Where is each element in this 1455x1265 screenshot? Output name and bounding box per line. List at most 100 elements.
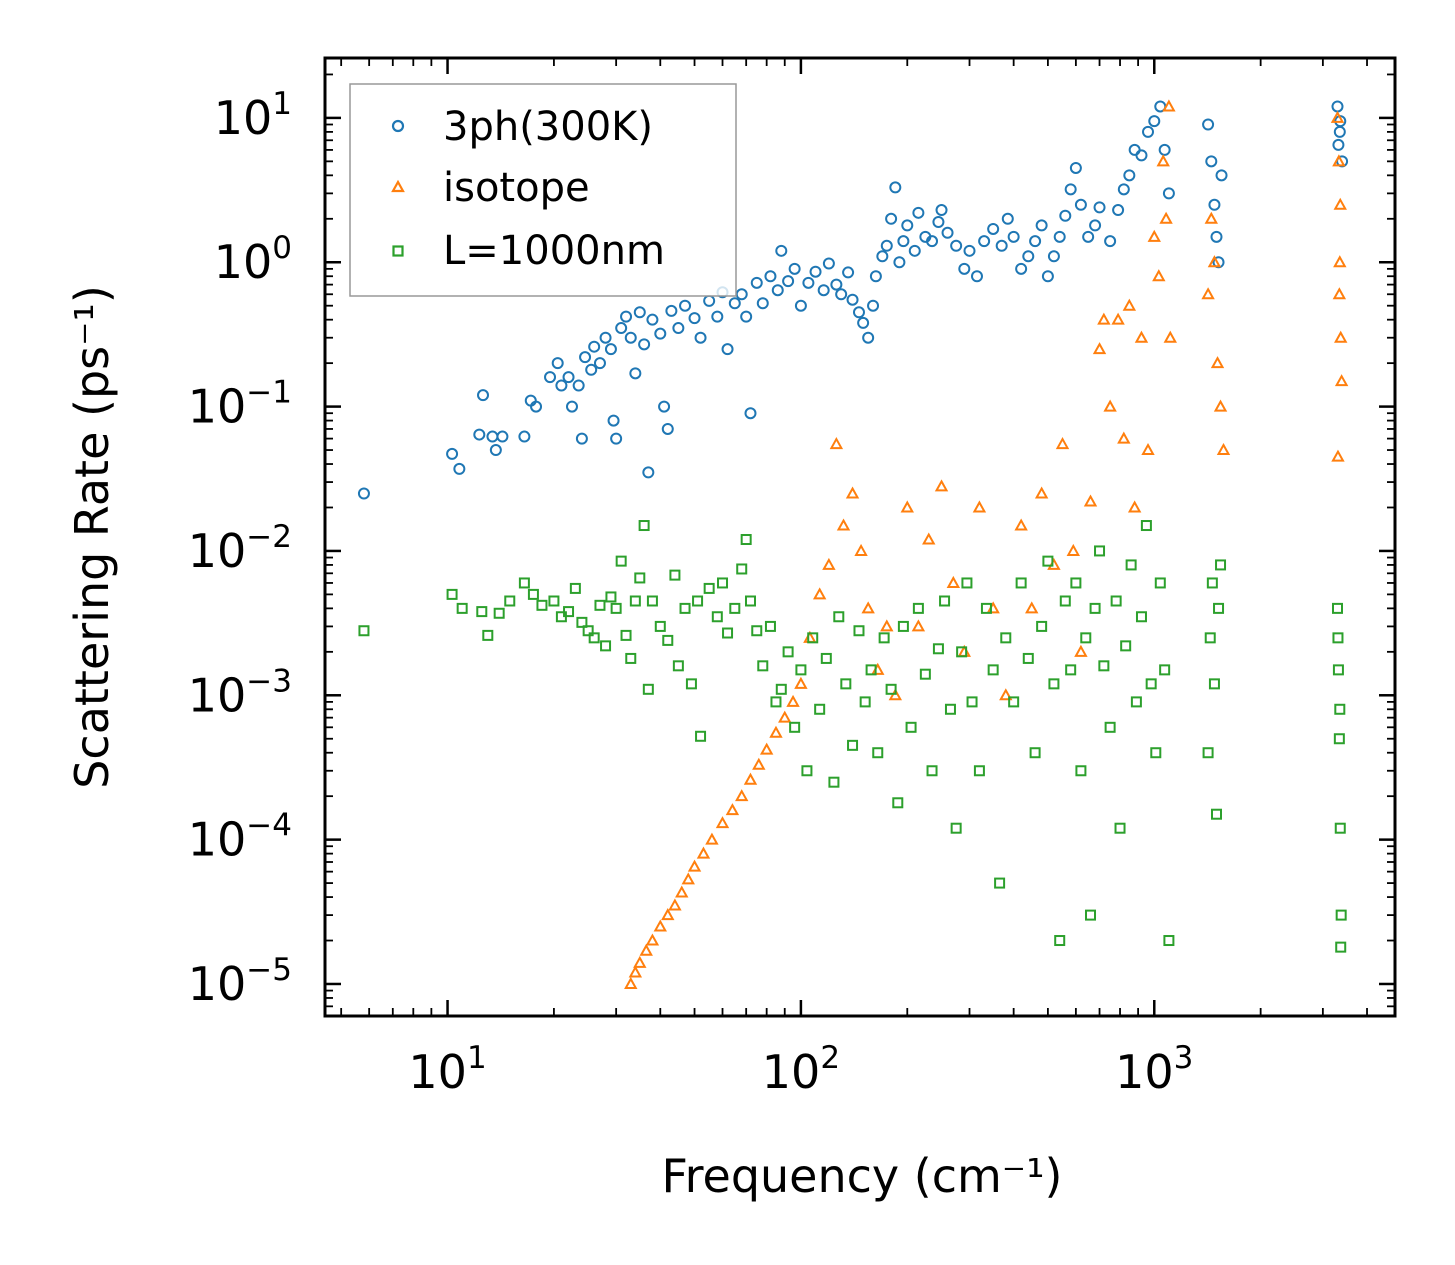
data-point [1112, 204, 1125, 217]
data-point [1053, 230, 1066, 243]
data-point [1022, 652, 1034, 664]
data-point [629, 595, 641, 607]
data-point [775, 244, 788, 257]
data-point [1332, 664, 1344, 676]
data-point [642, 683, 654, 695]
data-point [829, 437, 844, 450]
data-point [504, 595, 516, 607]
data-point [1029, 235, 1042, 248]
data-point [646, 313, 659, 326]
data-point [1334, 822, 1346, 834]
data-point [1103, 399, 1117, 412]
data-point [972, 500, 987, 513]
data-point [1162, 99, 1176, 112]
data-point [835, 288, 848, 301]
data-point [687, 859, 702, 872]
data-point [536, 599, 548, 611]
data-point [795, 664, 807, 676]
data-point [994, 877, 1006, 889]
data-point [1202, 747, 1214, 759]
data-point [1055, 437, 1070, 450]
data-point [1034, 486, 1049, 499]
legend-label-l1000: L=1000nm [443, 228, 665, 274]
data-point [893, 256, 906, 269]
data-point [610, 602, 622, 614]
data-point [1333, 255, 1347, 268]
data-point [740, 534, 752, 546]
y-tick-label: 10−3 [188, 663, 292, 722]
series-2 [358, 520, 1347, 953]
data-point [963, 244, 976, 257]
yaxis-label: Scattering Rate (ps⁻¹) [65, 285, 119, 789]
data-point [1201, 287, 1215, 300]
data-point [562, 371, 575, 384]
data-point [857, 316, 870, 329]
data-point [572, 379, 585, 392]
data-point [1065, 664, 1077, 676]
data-point [1035, 219, 1048, 232]
data-point [830, 278, 843, 291]
data-point [722, 627, 734, 639]
data-point [1215, 559, 1227, 571]
data-point [555, 379, 568, 392]
data-point [1066, 543, 1080, 556]
data-point [956, 646, 968, 658]
data-point [661, 422, 674, 435]
data-point [672, 660, 684, 672]
data-point [672, 322, 685, 335]
data-point [1127, 500, 1142, 513]
data-point [620, 629, 632, 641]
data-point [575, 432, 588, 445]
data-point [579, 351, 592, 364]
data-point [846, 293, 859, 306]
data-point [728, 297, 741, 310]
data-point [735, 288, 748, 301]
data-point [853, 625, 865, 637]
data-point [1094, 545, 1106, 557]
data-point [628, 965, 643, 978]
data-point [845, 486, 860, 499]
data-point [1147, 229, 1161, 242]
data-point [588, 632, 600, 644]
data-point [840, 678, 852, 690]
data-point [642, 466, 655, 479]
data-point [987, 222, 1000, 235]
data-point [764, 620, 776, 632]
data-point [1059, 209, 1072, 222]
data-point [703, 294, 716, 307]
data-point [1208, 198, 1221, 211]
data-point [453, 462, 466, 475]
data-point [1159, 211, 1173, 224]
data-point [624, 331, 637, 344]
data-point [607, 414, 620, 427]
data-point [679, 299, 692, 312]
data-point [1150, 747, 1162, 759]
data-point [358, 625, 370, 637]
data-point [1333, 125, 1346, 138]
data-point [743, 772, 758, 785]
data-point [820, 652, 832, 664]
data-point [1059, 595, 1071, 607]
data-point [604, 343, 617, 356]
y-tick-label: 10−5 [188, 952, 292, 1011]
data-point [911, 619, 926, 632]
legend-marker-3ph [391, 119, 405, 133]
data-point [1210, 808, 1222, 820]
data-point [588, 340, 601, 353]
data-point [1334, 330, 1348, 343]
data-point [932, 643, 944, 655]
data-point [812, 587, 827, 600]
data-point [548, 595, 560, 607]
data-point [876, 250, 889, 263]
data-point [1335, 941, 1347, 953]
data-point [1331, 100, 1344, 113]
data-point [1122, 298, 1137, 311]
data-point [695, 730, 707, 742]
data-point [1110, 595, 1122, 607]
data-point [665, 304, 678, 317]
data-point [750, 276, 763, 289]
data-point [605, 591, 617, 603]
legend-label-isotope: isotope [443, 165, 590, 211]
data-point [729, 602, 741, 614]
data-point [518, 430, 531, 443]
